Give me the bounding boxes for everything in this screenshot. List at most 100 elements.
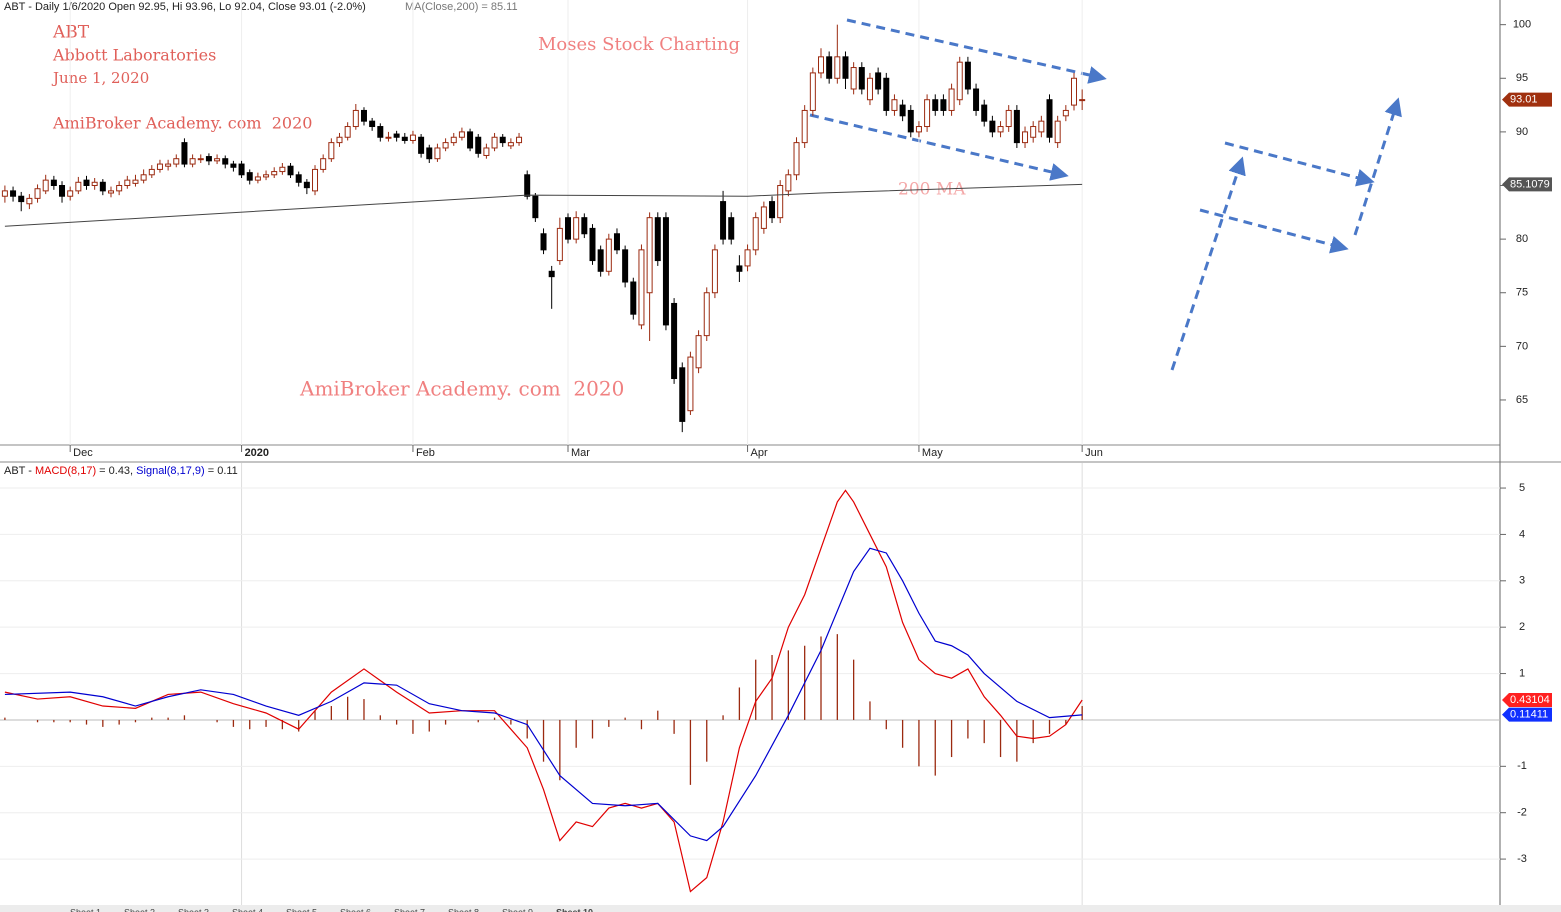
candle-body [467, 131, 474, 149]
candle-body [344, 126, 351, 138]
candle-body [532, 195, 539, 219]
sheet-tab[interactable]: Sheet 4 [232, 907, 263, 912]
candle-body [589, 227, 596, 262]
candle-body [1038, 120, 1045, 133]
candle-body [156, 163, 163, 170]
candle-body [336, 136, 343, 144]
panel: Dec2020FebMarAprMayJun657075808590951009… [1, 0, 1552, 459]
series-line [4, 489, 1083, 893]
sheet-tab[interactable]: Sheet 6 [340, 907, 371, 912]
sheet-tab[interactable]: Sheet 10 [556, 907, 593, 912]
candle-body [1013, 109, 1020, 144]
candle-body [1054, 120, 1061, 144]
candle-body [850, 67, 857, 90]
candle-body [997, 126, 1004, 133]
sheet-tab[interactable]: Sheet 7 [394, 907, 425, 912]
candle-body [1079, 99, 1086, 102]
candle-body [1046, 99, 1053, 138]
candle-body [826, 56, 833, 79]
candle-body [393, 133, 400, 138]
candle-body [899, 104, 906, 117]
candle-body [613, 233, 620, 251]
candle-body [785, 174, 792, 192]
candle-body [91, 181, 98, 187]
y-tick-label: 4 [1519, 528, 1525, 540]
annotation: Moses Stock Charting [538, 34, 740, 55]
candle-body [214, 158, 221, 162]
candle-body [230, 163, 237, 168]
candle-body [418, 136, 425, 154]
candle-body [132, 179, 139, 184]
candle-body [875, 72, 882, 90]
value-badge-label: 0.11411 [1510, 709, 1548, 721]
candle-body [222, 158, 229, 165]
candle-body [401, 136, 408, 141]
x-tick-label: 2020 [245, 447, 269, 459]
candle-body [842, 56, 849, 79]
value-badge [1502, 92, 1552, 107]
sheet-tab[interactable]: Sheet 3 [178, 907, 209, 912]
candle-body [646, 217, 653, 294]
candle-body [75, 181, 82, 192]
candle-body [360, 109, 367, 122]
sheet-tab[interactable]: Sheet 1 [70, 907, 101, 912]
candle-body [1062, 109, 1069, 117]
annotation: ABT [52, 23, 90, 43]
sheet-tab[interactable]: Sheet 5 [286, 907, 317, 912]
candle-body [124, 179, 131, 187]
candle-body [793, 142, 800, 176]
arrow [1353, 97, 1402, 236]
candle-body [377, 126, 384, 138]
ma-line [4, 183, 1083, 227]
arrow [1170, 156, 1246, 371]
candle-body [491, 136, 498, 149]
candle-body [720, 201, 727, 240]
sheet-tab[interactable]: Sheet 9 [502, 907, 533, 912]
annotation: AmiBroker Academy. com 2020 [52, 114, 312, 133]
y-tick-label: 5 [1519, 482, 1525, 494]
sheet-tab[interactable]: Sheet 8 [448, 907, 479, 912]
tab-strip [0, 905, 1561, 912]
candle-body [148, 168, 155, 176]
candle-body [891, 99, 898, 111]
y-tick-label: 90 [1516, 126, 1528, 138]
candle-body [205, 156, 212, 162]
y-tick-label: 1 [1519, 667, 1525, 679]
candle-body [915, 126, 922, 133]
candle-body [548, 270, 555, 278]
candle-body [279, 166, 286, 173]
candle-body [516, 136, 523, 144]
candle-body [42, 179, 49, 192]
candle-body [197, 158, 204, 161]
candle-body [769, 201, 776, 219]
y-tick-label: -3 [1517, 853, 1527, 865]
y-tick-label: 95 [1516, 72, 1528, 84]
y-tick-label: -2 [1517, 807, 1527, 819]
legend-readout: = 0.11 [205, 465, 238, 477]
x-tick-label: Dec [73, 447, 93, 459]
candle-body [540, 233, 547, 251]
candle-body [556, 227, 563, 262]
trend-arrows [809, 18, 1402, 371]
candle-body [483, 147, 490, 156]
chart-title: ABT - Daily 1/6/2020 Open 92.95, Hi 93.9… [4, 1, 366, 13]
candle-body [711, 249, 718, 294]
candle-body [295, 174, 302, 183]
candle-body [458, 131, 465, 138]
candle-body [989, 120, 996, 133]
y-tick-label: 100 [1513, 19, 1531, 31]
candle-body [434, 147, 441, 160]
candle-body [948, 88, 955, 111]
candle-body [834, 56, 841, 79]
candle-body [499, 136, 506, 144]
candle-body [287, 165, 294, 176]
candle-body [426, 147, 433, 160]
candle-body [1, 190, 8, 197]
candle-body [736, 265, 743, 272]
sheet-tab[interactable]: Sheet 2 [124, 907, 155, 912]
candle-body [10, 190, 17, 197]
candle-body [303, 181, 310, 189]
